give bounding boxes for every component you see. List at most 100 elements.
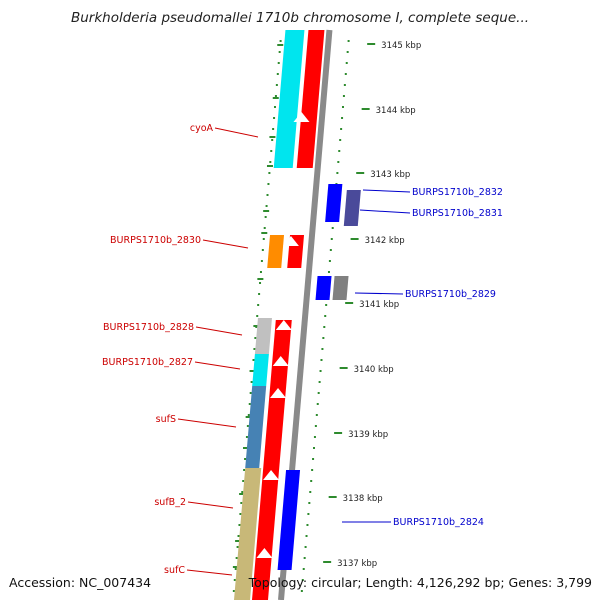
inner-dash	[239, 493, 246, 495]
label-leader	[186, 569, 233, 576]
inner-dot	[241, 491, 244, 493]
label-leader	[362, 189, 411, 193]
tick-mark	[350, 238, 359, 240]
outer-dot	[301, 579, 304, 581]
strand-arrow	[272, 356, 289, 366]
tick-mark	[367, 43, 376, 45]
outer-dot	[302, 568, 305, 570]
inner-dot	[259, 271, 262, 273]
outer-dot	[310, 480, 313, 482]
tick-label: 3137 kbp	[337, 559, 377, 569]
inner-dot	[243, 469, 246, 471]
outer-dot	[300, 590, 303, 592]
outer-dot	[323, 326, 326, 328]
tick-label: 3140 kbp	[354, 365, 394, 375]
tick-label: 3145 kbp	[381, 41, 421, 51]
outer-dot	[312, 458, 315, 460]
outer-dot	[324, 315, 327, 317]
outer-dot	[309, 491, 312, 493]
outer-dot	[336, 172, 339, 174]
inner-dot	[263, 227, 266, 229]
inner-dot	[268, 172, 271, 174]
outer-dot	[304, 546, 307, 548]
tick-label: 3142 kbp	[365, 236, 405, 246]
outer-dot	[314, 425, 317, 427]
gene-2830-bar	[267, 235, 285, 268]
inner-dash	[269, 136, 276, 138]
outer-dot	[328, 260, 331, 262]
gene-grey-bar	[332, 276, 349, 300]
inner-dot	[273, 106, 276, 108]
outer-dot	[313, 436, 316, 438]
accession-text: Accession: NC_007434	[9, 575, 152, 590]
inner-dot	[233, 579, 236, 581]
inner-dash	[235, 540, 242, 542]
gene-2829-bar	[315, 276, 332, 300]
inner-dash	[266, 165, 273, 167]
inner-dash	[245, 416, 252, 418]
inner-dot	[278, 51, 281, 53]
tick-mark	[323, 561, 332, 563]
inner-dot	[235, 557, 238, 559]
strand-arrow	[263, 470, 280, 480]
tick-mark	[334, 432, 343, 434]
inner-dash	[272, 97, 279, 99]
inner-dash	[253, 325, 260, 327]
inner-dot	[238, 524, 241, 526]
inner-dot	[270, 150, 273, 152]
inner-dot	[239, 513, 242, 515]
tick-label: 3143 kbp	[370, 170, 410, 180]
outer-dot	[321, 348, 324, 350]
inner-dot	[275, 84, 278, 86]
strand-arrow	[256, 548, 273, 558]
inner-dot	[247, 414, 250, 416]
outer-dot	[337, 161, 340, 163]
inner-dot	[237, 535, 240, 537]
gene-label-sufb_2: sufB_2	[154, 497, 186, 508]
tick-labels: 3145 kbp 3144 kbp 3143 kbp 3142 kbp 3141 kbp…	[323, 41, 421, 569]
topology-text: Topology: circular; Length: 4,126,292 bp…	[248, 575, 592, 590]
inner-dash	[249, 370, 256, 372]
label-leader	[195, 326, 243, 336]
inner-dot	[232, 590, 235, 592]
gene-label-sufc: sufC	[164, 565, 185, 576]
outer-dot	[316, 403, 319, 405]
inner-dot	[240, 502, 243, 504]
gene-2831-bar	[343, 190, 361, 226]
inner-dot	[266, 194, 269, 196]
outer-dot	[308, 502, 311, 504]
gene-sufS-bar	[245, 386, 267, 468]
inner-dot	[252, 359, 255, 361]
gene-2827-bar	[252, 354, 269, 386]
inner-dot	[273, 117, 276, 119]
inner-dash	[261, 232, 268, 234]
outer-dot	[346, 51, 349, 53]
gene-2832-bar	[325, 184, 343, 222]
outer-dot	[325, 304, 328, 306]
outer-dot	[343, 84, 346, 86]
outer-dot	[339, 139, 342, 141]
outer-dot	[345, 62, 348, 64]
outer-dot	[317, 392, 320, 394]
gene-label-burps1710b_2824: BURPS1710b_2824	[393, 517, 484, 528]
label-leader	[187, 501, 234, 509]
gene-2828-bar	[254, 318, 272, 354]
tick-label: 3144 kbp	[376, 106, 416, 116]
inner-dot	[254, 337, 257, 339]
tick-mark	[345, 302, 354, 304]
label-leader	[177, 418, 237, 428]
outer-dot	[319, 370, 322, 372]
inner-dot	[245, 436, 248, 438]
tick-dots	[232, 40, 350, 592]
outer-dot	[342, 95, 345, 97]
label-leader	[202, 239, 249, 249]
inner-dash	[243, 447, 250, 449]
label-leader	[354, 292, 404, 295]
inner-dot	[261, 249, 264, 251]
inner-dash	[277, 44, 284, 46]
inner-dot	[244, 458, 247, 460]
inner-dot	[272, 128, 275, 130]
inner-dot	[277, 62, 280, 64]
tick-mark	[339, 367, 348, 369]
